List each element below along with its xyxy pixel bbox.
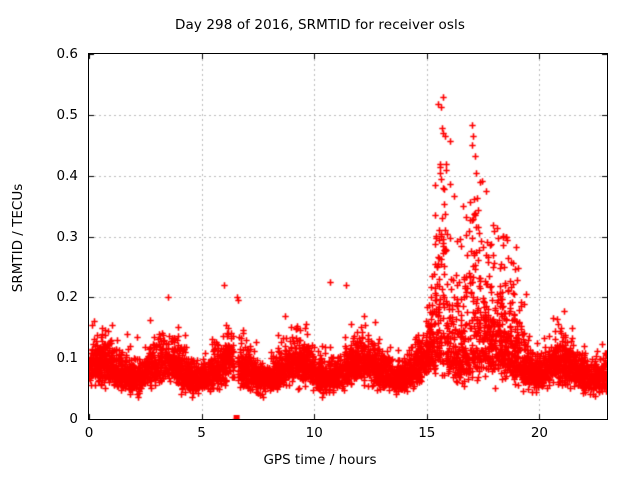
y-tick-label: 0.1: [56, 350, 78, 367]
y-tick-label: 0.5: [56, 106, 78, 123]
y-axis-title: SRMTID / TECUs: [10, 183, 26, 293]
x-tick-label: 15: [418, 425, 436, 441]
y-tick-label: 0: [69, 411, 78, 427]
x-axis-title: GPS time / hours: [263, 452, 377, 468]
x-tick-label: 10: [305, 425, 323, 441]
x-tick-label: 5: [197, 425, 206, 441]
page-title: Day 298 of 2016, SRMTID for receiver osl…: [175, 17, 465, 33]
x-tick-label: 20: [530, 425, 549, 441]
scatter-plot-canvas: [89, 54, 607, 419]
y-tick-label: 0.6: [56, 46, 78, 62]
x-tick-label: 0: [84, 425, 94, 441]
plot-area: [88, 53, 608, 420]
